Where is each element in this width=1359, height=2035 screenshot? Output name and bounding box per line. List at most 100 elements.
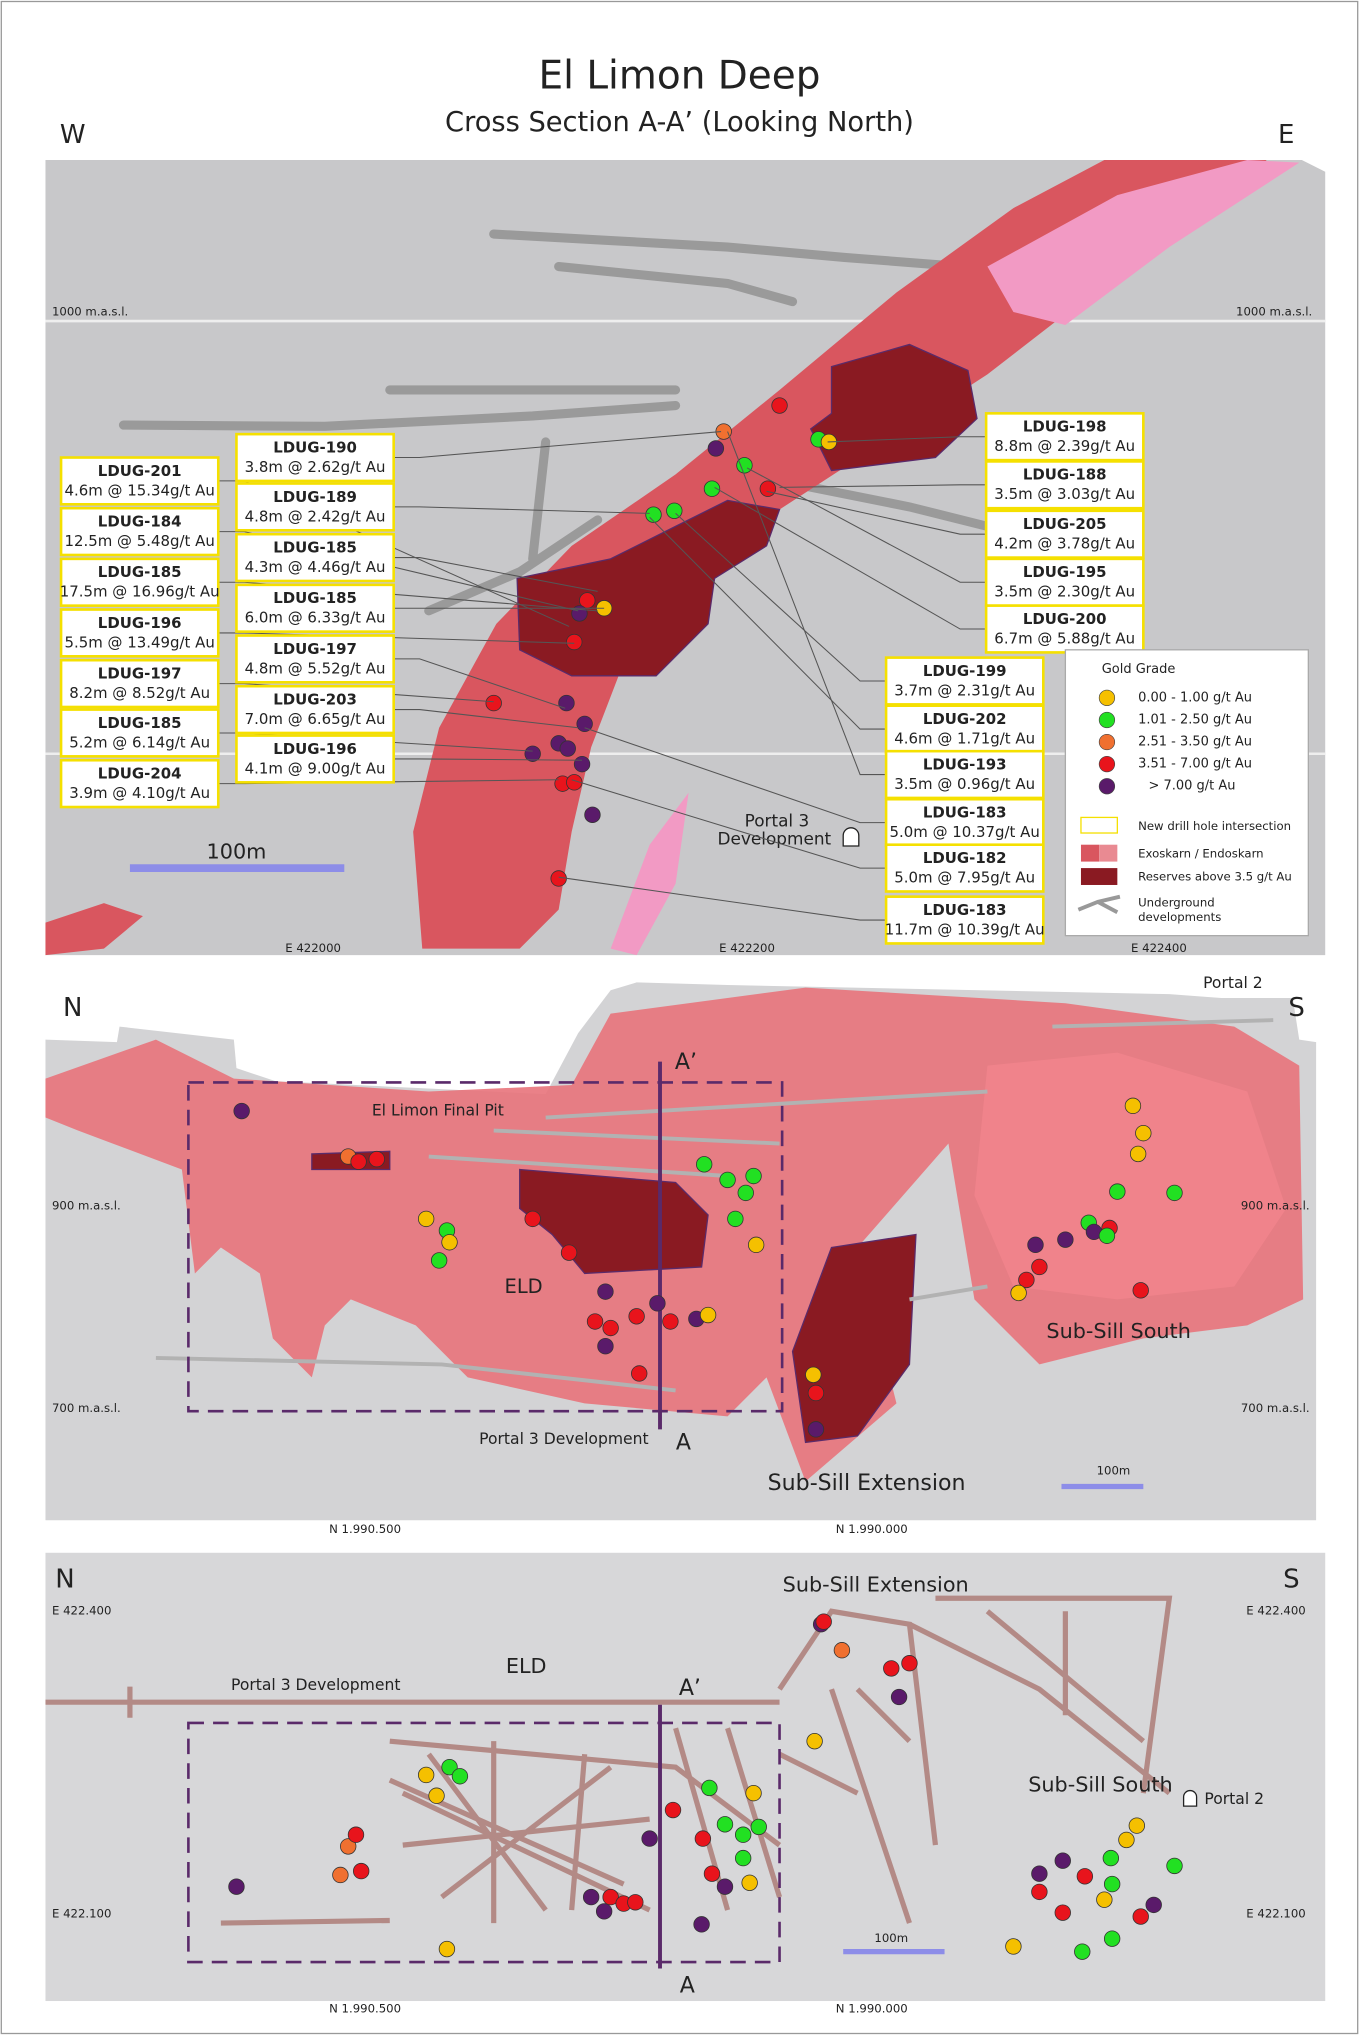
zone-label: ELD	[506, 1654, 547, 1678]
drill-hole	[524, 1210, 541, 1228]
hole-id: LDUG-188	[1023, 466, 1107, 484]
legend: Gold Grade 0.00 - 1.00 g/t Au 1.01 - 2.50…	[1064, 649, 1309, 937]
intersection-box	[884, 656, 1045, 706]
hole-id: LDUG-197	[98, 665, 182, 683]
drill-hole	[582, 1888, 600, 1906]
title: El Limon Deep	[539, 54, 821, 99]
legend-swatch	[1098, 733, 1116, 751]
leader-line	[714, 486, 987, 630]
leader-line	[727, 431, 887, 776]
drill-hole	[662, 1313, 679, 1330]
intersection-result: 8.8m @ 2.39g/t Au	[994, 437, 1135, 455]
drill-hole	[694, 1830, 712, 1847]
intersection-result: 17.5m @ 16.96g/t Au	[60, 583, 220, 601]
portal-label: Portal 2	[1203, 974, 1263, 992]
drill-hole	[716, 1816, 734, 1833]
drill-hole	[759, 480, 777, 497]
drill-hole	[347, 1826, 365, 1843]
intersection-result: 4.3m @ 4.46g/t Au	[245, 558, 386, 576]
drill-hole	[1076, 1868, 1094, 1885]
drill-hole	[430, 1252, 448, 1269]
elevation-label: 900 m.a.s.l.	[1241, 1198, 1310, 1212]
drill-hole	[741, 1874, 758, 1891]
drill-hole	[701, 1779, 718, 1797]
hole-id: LDUG-200	[1023, 610, 1107, 628]
drill-hole	[666, 502, 683, 519]
drill-hole	[428, 1787, 445, 1804]
leader-line	[675, 513, 887, 682]
northing-label: N 1.990.000	[836, 1522, 908, 1536]
drill-hole	[340, 1838, 357, 1855]
scale-label: 100m	[207, 839, 267, 863]
intersection-result: 4.1m @ 9.00g/t Au	[245, 759, 386, 777]
drill-hole	[815, 1613, 832, 1630]
subtitle: Cross Section A-A’ (Looking North)	[445, 107, 914, 138]
leader-line	[571, 779, 887, 869]
drill-hole	[771, 397, 788, 414]
portal-label: Portal 2	[1204, 1790, 1264, 1808]
intersection-box	[235, 482, 395, 532]
drill-hole	[1027, 1236, 1044, 1254]
eld-outline	[187, 1721, 781, 1964]
drill-hole	[703, 1865, 721, 1882]
drill-hole	[627, 1894, 644, 1911]
drill-hole	[734, 1826, 752, 1843]
portal-icon	[842, 827, 860, 847]
intersection-result: 3.8m @ 2.62g/t Au	[245, 458, 386, 476]
hole-id: LDUG-201	[98, 462, 182, 480]
plan-panel: 100m N S Sub-Sill Extension ELD Portal 3…	[45, 1552, 1326, 2015]
intersection-box	[884, 895, 1045, 945]
reserves	[516, 499, 781, 677]
intersection-box	[235, 734, 395, 784]
drill-hole	[1118, 1831, 1135, 1849]
hole-id: LDUG-197	[273, 640, 357, 658]
leader-line	[393, 758, 583, 761]
drill-hole	[727, 1210, 744, 1228]
leader-line	[393, 658, 566, 709]
elevation-label: 1000 m.a.s.l.	[1236, 305, 1312, 319]
pit-label: El Limon Final Pit	[372, 1102, 504, 1120]
hole-id: LDUG-184	[98, 512, 182, 530]
south: S	[1288, 993, 1304, 1023]
intersection-result: 11.7m @ 10.39g/t Au	[885, 920, 1045, 938]
section-panel: 100m 1000 m.a.s.l. 1000 m.a.s.l. E 42200…	[45, 160, 1326, 955]
zone-label: ELD	[505, 1275, 543, 1298]
leader-line	[827, 436, 987, 443]
intersection-result: 4.6m @ 1.71g/t Au	[894, 729, 1035, 747]
legend-grade: 2.51 - 3.50 g/t Au	[1138, 735, 1252, 750]
intersection-box	[235, 684, 395, 735]
long-section-panel: 100m N S A’ A El Limon Final Pit ELD Sub…	[45, 974, 1317, 1536]
section-end: A’	[675, 1050, 697, 1075]
intersection-result: 3.7m @ 2.31g/t Au	[894, 681, 1035, 699]
easting-label: E 422200	[719, 941, 775, 955]
drill-hole	[417, 1766, 435, 1784]
eld-outline	[187, 1081, 784, 1413]
zone-label: Sub-Sill South	[1046, 1319, 1190, 1343]
hole-id: LDUG-205	[1023, 515, 1107, 533]
hole-id: LDUG-202	[923, 710, 1007, 728]
intersection-box	[59, 456, 220, 506]
easting-label: E 422.100	[52, 1906, 111, 1920]
intersection-result: 3.5m @ 3.03g/t Au	[994, 485, 1135, 503]
leader-line	[558, 876, 887, 921]
scale-label: 100m	[1097, 1463, 1131, 1477]
drill-hole	[1031, 1258, 1048, 1276]
hole-id: LDUG-185	[98, 563, 182, 581]
drill-hole	[1129, 1145, 1147, 1163]
intersection-box	[884, 704, 1045, 754]
drill-hole	[1054, 1904, 1071, 1921]
drill-hole	[353, 1862, 370, 1880]
easting-label: E 422.100	[1246, 1906, 1305, 1920]
intersection-result: 5.2m @ 6.14g/t Au	[69, 733, 210, 751]
intersection-box	[59, 506, 220, 557]
drill-hole	[901, 1655, 918, 1672]
drill-hole	[524, 745, 541, 762]
drill-hole	[745, 1784, 762, 1802]
drill-hole	[736, 457, 753, 474]
hole-id: LDUG-195	[1023, 563, 1107, 581]
drill-hole	[1102, 1849, 1120, 1867]
drill-hole	[1124, 1097, 1142, 1115]
drill-hole	[806, 1732, 823, 1750]
intersection-box	[235, 634, 395, 684]
